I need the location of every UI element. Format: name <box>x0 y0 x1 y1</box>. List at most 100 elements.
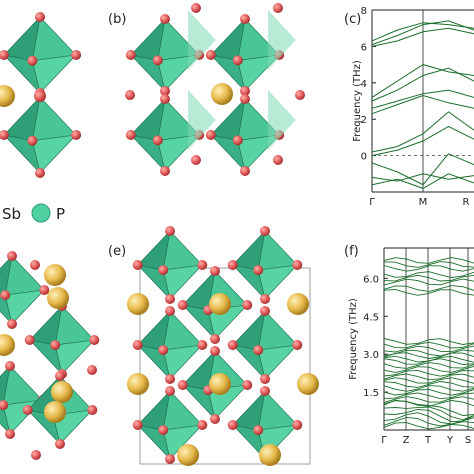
octahedron-back-face <box>268 10 296 70</box>
chart-c-bands <box>371 20 474 189</box>
chart-c-band <box>371 27 474 47</box>
oxygen-atom <box>242 300 253 310</box>
oxygen-atom <box>160 86 170 96</box>
chart-f-band <box>383 341 474 349</box>
oxygen-atom <box>227 340 238 350</box>
oxygen-atom <box>242 380 253 390</box>
legend-sb-label: Sb <box>2 205 22 223</box>
structure-d <box>0 251 100 460</box>
oxygen-atom <box>232 135 243 146</box>
chart-c-band <box>371 22 474 42</box>
oxygen-atom <box>177 300 188 310</box>
oxygen-atom <box>240 94 250 104</box>
panel-label-b: (b) <box>108 12 127 27</box>
chart-f-y-tick-label: 4.5 <box>363 312 379 323</box>
chart-f-ylabel: Frequency (THz) <box>348 298 359 380</box>
chart-f-band <box>383 285 474 292</box>
oxygen-atom <box>191 155 201 165</box>
octahedron-face <box>4 289 46 325</box>
oxygen-atom <box>165 306 175 316</box>
chart-c-band <box>371 20 474 46</box>
oxygen-atom <box>71 50 82 60</box>
chart-f-band <box>383 257 474 264</box>
oxygen-atom <box>89 335 100 345</box>
chart-f-band <box>383 409 474 423</box>
oxygen-atom <box>253 265 264 276</box>
panel-label-f: (f) <box>344 244 359 259</box>
octahedron-face <box>32 134 77 174</box>
chart-f-band <box>383 392 474 400</box>
oxygen-atom <box>165 386 175 396</box>
sb-atom <box>209 293 231 315</box>
chart-c-band <box>371 173 474 189</box>
octahedron-back-face <box>188 90 216 150</box>
sb-atom <box>0 85 15 107</box>
oxygen-atom <box>158 345 169 356</box>
oxygen-atom <box>197 260 208 270</box>
chart-f-x-tick-label: T <box>424 435 432 446</box>
oxygen-atom <box>210 414 220 424</box>
oxygen-atom <box>5 429 15 439</box>
chart-f-x-tick-label: Z <box>403 435 410 446</box>
sb-atom <box>44 264 66 286</box>
chart-f-band <box>383 396 474 403</box>
chart-c-band <box>371 153 474 186</box>
oxygen-atom <box>295 90 305 100</box>
oxygen-atom <box>191 3 201 13</box>
oxygen-atom <box>260 374 270 384</box>
unit-cell <box>139 267 311 465</box>
chart-f-band <box>383 358 474 365</box>
oxygen-atom <box>0 400 9 411</box>
chart-f-band <box>383 362 474 369</box>
oxygen-atom <box>27 135 38 146</box>
chart-f-band <box>383 385 474 392</box>
oxygen-atom <box>27 55 38 66</box>
chart-f-band <box>383 274 474 282</box>
chart-c-y-tick-label: 0 <box>361 152 367 163</box>
sb-atom <box>297 373 319 395</box>
chart-f-band <box>383 381 474 388</box>
oxygen-atom <box>30 260 40 270</box>
chart-f-band <box>383 377 474 384</box>
oxygen-atom <box>292 340 303 350</box>
chart-f-band <box>383 278 474 286</box>
sb-atom <box>44 401 66 423</box>
chart-f-band <box>383 412 474 425</box>
sb-atom <box>47 287 69 309</box>
octahedron-face <box>162 424 204 460</box>
oxygen-atom <box>273 155 283 165</box>
oxygen-atom <box>160 166 170 176</box>
sb-atom <box>177 444 199 466</box>
oxygen-atom <box>292 260 303 270</box>
oxygen-atom <box>260 226 270 236</box>
chart-f-band <box>383 349 474 357</box>
oxygen-atom <box>152 135 163 146</box>
oxygen-atom <box>240 166 250 176</box>
chart-f-band <box>383 416 474 427</box>
chart-c-x-tick-label: M <box>419 197 428 208</box>
oxygen-atom <box>31 450 41 460</box>
chart-f-band <box>383 338 474 345</box>
oxygen-atom <box>227 260 238 270</box>
oxygen-atom <box>165 226 175 236</box>
oxygen-atom <box>273 3 283 13</box>
sb-atom <box>0 334 15 356</box>
chart-c-band <box>371 94 474 115</box>
sb-atom <box>127 293 149 315</box>
oxygen-atom <box>55 371 65 381</box>
octahedron-face <box>162 344 204 380</box>
oxygen-atom <box>292 420 303 430</box>
oxygen-atom <box>160 94 170 104</box>
chart-f-x-tick-label: S <box>465 435 471 446</box>
chart-c-band <box>371 64 474 98</box>
oxygen-atom <box>39 285 50 295</box>
chart-f-band <box>383 422 474 430</box>
oxygen-atom <box>160 14 170 24</box>
oxygen-atom <box>165 294 175 304</box>
oxygen-atom <box>260 294 270 304</box>
octahedron-face <box>32 54 77 94</box>
chart-f-y-tick-label: 6.0 <box>363 274 379 285</box>
oxygen-atom <box>50 340 61 351</box>
oxygen-atom <box>125 90 135 100</box>
chart-f-band <box>383 369 474 377</box>
